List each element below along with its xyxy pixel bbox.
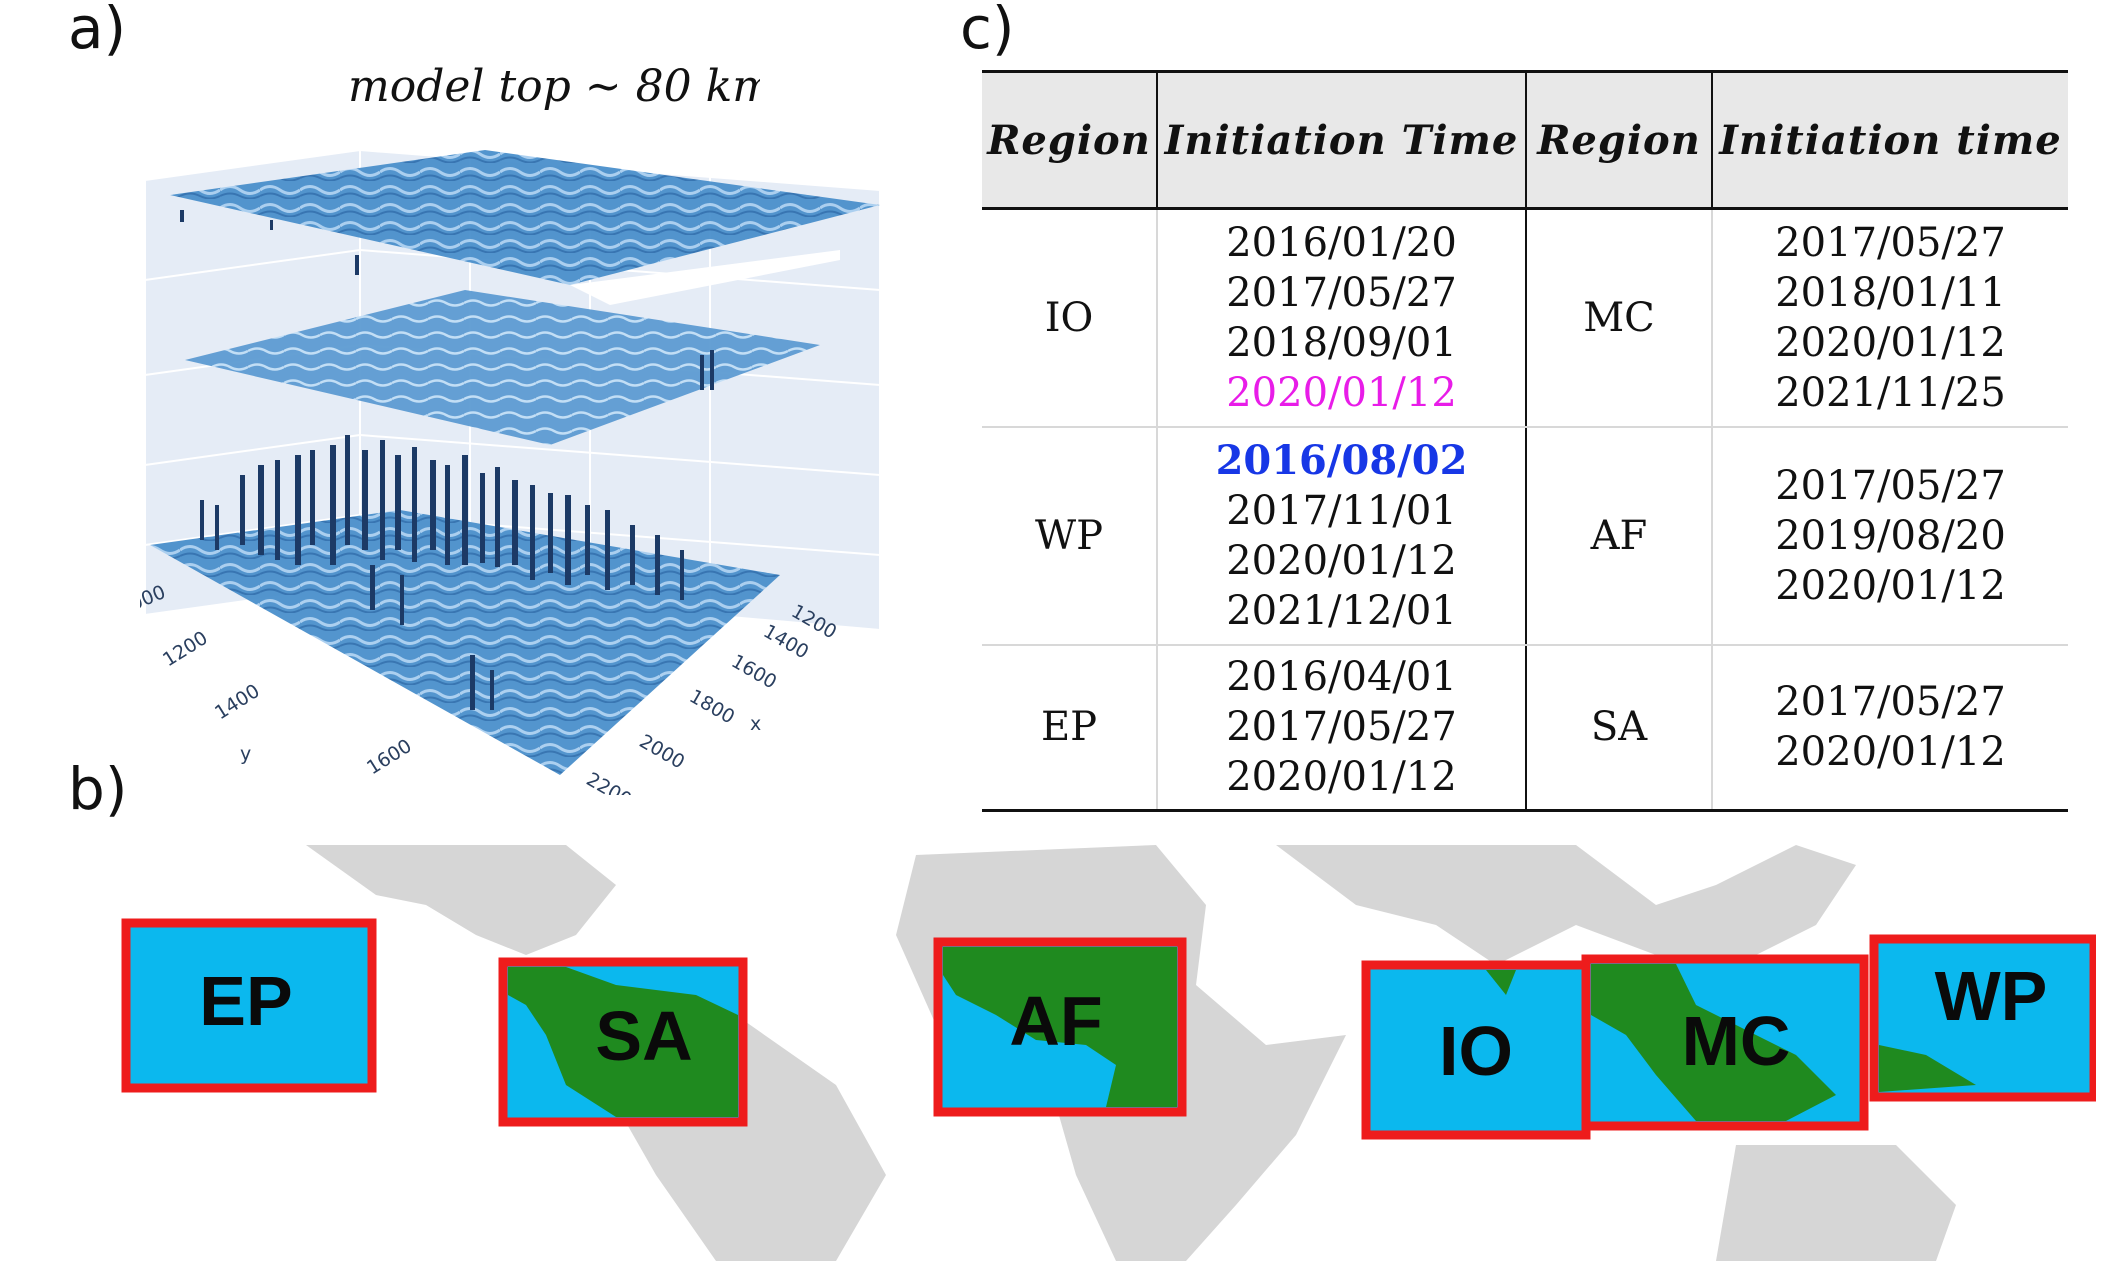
date-value: 2020/01/12 — [1226, 754, 1457, 801]
x-tick-2200: 2200 — [583, 768, 636, 795]
dates-cell: 2016/08/02 2017/11/01 2020/01/12 2021/12… — [1157, 426, 1527, 646]
date-value: 2017/05/27 — [1775, 679, 2006, 726]
date-value: 2021/12/01 — [1226, 587, 1457, 634]
x-tick-2000: 2000 — [636, 730, 689, 773]
region-box-io: IO — [1361, 960, 1591, 1140]
header-region-left: Region — [982, 70, 1158, 210]
region-label-io: IO — [1439, 1012, 1513, 1090]
region-cell: MC — [1526, 208, 1713, 428]
date-value: 2017/05/27 — [1226, 269, 1457, 316]
region-label-ep: EP — [199, 962, 292, 1040]
x-tick-1600: 1600 — [728, 650, 781, 693]
date-value: 2018/09/01 — [1226, 319, 1457, 366]
date-value: 2016/01/20 — [1226, 219, 1457, 266]
region-label-sa: SA — [595, 997, 692, 1075]
region-box-wp: WP — [1869, 934, 2096, 1102]
panel-label-b: b) — [68, 755, 128, 823]
date-value: 2017/05/27 — [1775, 462, 2006, 509]
model-3d-plot: 40 30 20 10 z 1000 1200 1400 1600 y 1200… — [140, 148, 881, 795]
table-header-row: Region Initiation Time Region Initiation… — [982, 70, 2068, 210]
middle-layer-surface — [185, 290, 820, 445]
region-label-af: AF — [1009, 982, 1102, 1060]
region-box-sa: SA — [498, 957, 748, 1127]
initiation-table: Region Initiation Time Region Initiation… — [982, 70, 2068, 812]
top-layer-surface — [170, 150, 880, 285]
x-tick-1800: 1800 — [686, 685, 739, 728]
table-row: IO 2016/01/20 2017/05/27 2018/09/01 2020… — [982, 208, 2068, 428]
x-axis-label: x — [750, 713, 761, 735]
region-cell: AF — [1526, 426, 1713, 646]
region-cell: WP — [982, 426, 1158, 646]
region-label-wp: WP — [1935, 957, 2048, 1035]
region-label-mc: MC — [1682, 1002, 1791, 1080]
date-value: 2020/01/12 — [1775, 562, 2006, 609]
region-map: EP SA AF IO MC WP — [121, 845, 2096, 1261]
bottom-layer-surface — [150, 510, 780, 775]
date-value-highlight-blue: 2016/08/02 — [1215, 436, 1468, 484]
date-value: 2018/01/11 — [1775, 269, 2006, 316]
y-tick-1600: 1600 — [363, 735, 416, 779]
table-row: EP 2016/04/01 2017/05/27 2020/01/12 SA 2… — [982, 644, 2068, 812]
date-value: 2020/01/12 — [1775, 729, 2006, 776]
date-value: 2020/01/12 — [1226, 537, 1457, 584]
dates-cell: 2017/05/27 2018/01/11 2020/01/12 2021/11… — [1712, 208, 2068, 428]
panel-label-a: a) — [68, 0, 127, 62]
region-cell: EP — [982, 644, 1158, 812]
region-box-mc: MC — [1581, 954, 1869, 1131]
y-tick-1200: 1200 — [159, 627, 212, 671]
header-initiation-time-left: Initiation Time — [1157, 70, 1527, 210]
dates-cell: 2017/05/27 2019/08/20 2020/01/12 — [1712, 426, 2068, 646]
region-box-af: AF — [933, 937, 1187, 1117]
date-value: 2020/01/12 — [1775, 319, 2006, 366]
date-value: 2019/08/20 — [1775, 512, 2006, 559]
plot3d-title: model top ~ 80 km — [348, 61, 760, 112]
date-value: 2017/11/01 — [1226, 487, 1457, 534]
table-row: WP 2016/08/02 2017/11/01 2020/01/12 2021… — [982, 426, 2068, 646]
region-cell: IO — [982, 208, 1158, 428]
date-value-highlight-magenta: 2020/01/12 — [1226, 369, 1457, 416]
region-cell: SA — [1526, 644, 1713, 812]
dates-cell: 2016/04/01 2017/05/27 2020/01/12 — [1157, 644, 1527, 812]
date-value: 2017/05/27 — [1775, 219, 2006, 266]
plot3d-title-svg: model top ~ 80 km — [348, 61, 760, 112]
y-axis-label: y — [240, 743, 251, 765]
panel-label-c: c) — [960, 0, 1015, 62]
convective-columns — [180, 210, 714, 710]
top-layer-notch — [570, 250, 840, 305]
date-value: 2017/05/27 — [1226, 704, 1457, 751]
header-region-right: Region — [1526, 70, 1713, 210]
region-box-ep: EP — [121, 918, 377, 1093]
dates-cell: 2016/01/20 2017/05/27 2018/09/01 2020/01… — [1157, 208, 1527, 428]
y-tick-1400: 1400 — [211, 680, 264, 724]
date-value: 2021/11/25 — [1775, 369, 2006, 416]
header-initiation-time-right: Initiation time — [1712, 70, 2068, 210]
dates-cell: 2017/05/27 2020/01/12 — [1712, 644, 2068, 812]
date-value: 2016/04/01 — [1226, 654, 1457, 701]
